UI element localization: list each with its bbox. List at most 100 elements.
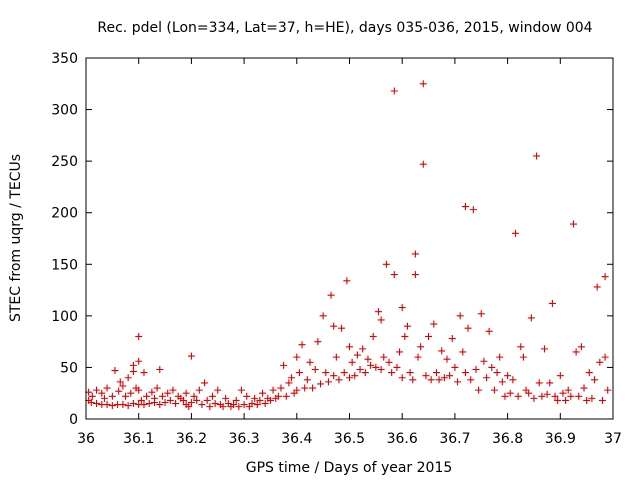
data-point — [161, 398, 169, 406]
data-point — [269, 386, 277, 394]
data-point — [506, 389, 514, 397]
data-point — [115, 387, 123, 395]
data-point — [538, 392, 546, 400]
data-point — [585, 369, 593, 377]
data-point — [153, 384, 161, 392]
data-point — [425, 332, 433, 340]
data-point — [151, 394, 159, 402]
data-point — [575, 392, 583, 400]
data-point — [432, 369, 440, 377]
data-point — [540, 345, 548, 353]
data-point — [261, 400, 269, 408]
data-point — [140, 401, 148, 409]
data-point — [330, 372, 338, 380]
data-point — [390, 271, 398, 279]
data-point — [346, 343, 353, 351]
data-point — [324, 378, 332, 386]
data-point — [498, 378, 506, 386]
plot-frame — [85, 57, 614, 420]
data-point — [164, 389, 172, 397]
data-point — [569, 220, 577, 228]
data-point — [525, 389, 533, 397]
data-point — [551, 392, 559, 400]
data-point — [577, 343, 585, 351]
data-point — [116, 378, 124, 386]
data-point — [604, 386, 612, 394]
y-tick-label: 0 — [69, 412, 78, 428]
chart-title: Rec. pdel (Lon=334, Lat=37, h=HE), days … — [97, 20, 592, 36]
data-point — [169, 386, 177, 394]
data-point — [156, 365, 164, 373]
x-tick-label: 36.3 — [229, 431, 260, 447]
data-point — [398, 374, 406, 382]
data-point — [601, 273, 609, 281]
data-point — [214, 386, 222, 394]
data-point — [309, 384, 317, 392]
data-point — [374, 308, 382, 316]
data-point — [187, 352, 195, 360]
data-point — [512, 229, 520, 237]
data-point — [206, 403, 214, 411]
data-point — [427, 376, 435, 384]
data-point — [185, 403, 193, 411]
data-point — [459, 348, 467, 356]
data-point — [87, 398, 95, 406]
data-point — [467, 376, 475, 384]
data-point — [248, 400, 256, 408]
data-point — [285, 379, 293, 387]
data-point — [158, 392, 166, 400]
data-point — [490, 386, 498, 394]
data-point — [514, 392, 522, 400]
data-point — [440, 374, 448, 382]
data-point — [129, 361, 137, 369]
data-point — [327, 291, 335, 299]
data-point — [266, 396, 274, 404]
y-axis-label: STEC from uqrg / TECUs — [8, 154, 24, 322]
data-point — [535, 379, 543, 387]
data-point — [103, 401, 111, 409]
data-point — [135, 357, 143, 365]
data-point — [548, 299, 556, 307]
data-point — [591, 376, 599, 384]
data-point — [596, 358, 604, 366]
data-point — [143, 392, 151, 400]
data-point — [446, 372, 454, 380]
x-tick-label: 36.5 — [334, 431, 365, 447]
data-point — [332, 353, 340, 361]
data-point — [419, 160, 427, 168]
data-point — [301, 384, 309, 392]
data-point — [396, 348, 404, 356]
data-point — [119, 401, 127, 409]
data-point — [517, 343, 525, 351]
data-point — [364, 355, 372, 363]
data-point — [385, 358, 393, 366]
data-point — [135, 386, 143, 394]
data-point — [406, 369, 414, 377]
data-point — [98, 389, 106, 397]
x-tick-label: 36.6 — [387, 431, 418, 447]
data-point — [280, 361, 288, 369]
data-point — [546, 379, 554, 387]
data-point — [198, 401, 206, 409]
data-point — [393, 363, 401, 371]
data-point — [129, 400, 137, 408]
data-point — [527, 314, 535, 322]
data-point — [480, 357, 488, 365]
y-tick-label: 250 — [51, 154, 78, 170]
x-axis: 36 36.1 36.2 36.3 36.4 36.5 36.6 36.7 36.8 36.9 37 — [77, 58, 622, 447]
data-point — [182, 389, 190, 397]
data-point — [311, 365, 319, 373]
data-point — [475, 386, 483, 394]
data-point — [417, 343, 425, 351]
data-point — [108, 402, 116, 410]
data-point — [403, 322, 411, 330]
data-point — [93, 400, 101, 408]
data-point — [593, 283, 601, 291]
data-point — [598, 396, 606, 404]
data-point — [103, 384, 111, 392]
data-point — [367, 361, 375, 369]
data-point — [543, 390, 551, 398]
data-point — [556, 372, 564, 380]
data-point — [343, 277, 351, 285]
data-point — [293, 386, 301, 394]
